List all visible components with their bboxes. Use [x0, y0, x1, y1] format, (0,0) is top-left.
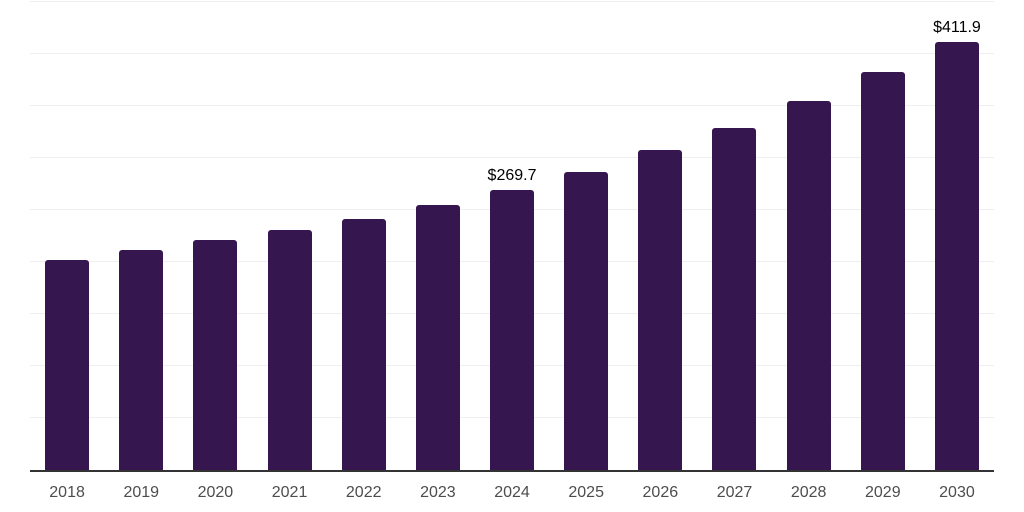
bar-slot-2026: [623, 2, 697, 470]
bars-container: $269.7 $411.9: [30, 2, 994, 470]
x-tick-2020: 2020: [197, 484, 234, 501]
gridline-400: [30, 53, 994, 54]
x-tick-2023: 2023: [420, 484, 456, 501]
bar-2019[interactable]: [119, 250, 164, 470]
x-tick-2019: 2019: [123, 484, 160, 501]
bar-slot-2025: [549, 2, 623, 470]
x-tick-2028: 2028: [790, 484, 827, 501]
bar-slot-2018: [30, 2, 104, 470]
x-tick-2025: 2025: [568, 484, 604, 501]
bar-2021[interactable]: [267, 230, 312, 470]
bar-slot-2020: [178, 2, 252, 470]
gridline-300: [30, 157, 994, 158]
x-tick-2021: 2021: [271, 484, 308, 501]
gridline-450: [30, 1, 994, 2]
bar-slot-2022: [327, 2, 401, 470]
value-label-2024: $269.7: [487, 166, 537, 184]
x-axis: 2018 2019 2020 2021 2022 2023 2024 2025 2026 2027…: [30, 484, 994, 502]
bar-2026[interactable]: [638, 149, 683, 470]
bar-slot-2023: [401, 2, 475, 470]
value-label-2030: $411.9: [933, 18, 981, 36]
bar-2020[interactable]: [193, 240, 238, 470]
bar-2030[interactable]: [934, 41, 979, 470]
x-tick-2022: 2022: [345, 484, 382, 501]
bar-2025[interactable]: [564, 171, 609, 470]
x-tick-2026: 2026: [642, 484, 679, 501]
bar-slot-2027: [697, 2, 771, 470]
bar-2024[interactable]: [490, 189, 535, 470]
bar-slot-2030: $411.9: [920, 2, 994, 470]
plot-area: $269.7 $411.9: [30, 1, 994, 472]
bar-2028[interactable]: [786, 101, 831, 470]
bar-slot-2019: [104, 2, 178, 470]
bar-slot-2028: [772, 2, 846, 470]
x-tick-2027: 2027: [716, 484, 753, 501]
bar-2023[interactable]: [415, 204, 460, 470]
x-tick-2024: 2024: [494, 484, 530, 501]
bar-2022[interactable]: [341, 218, 386, 470]
bar-slot-2029: [846, 2, 920, 470]
bar-2027[interactable]: [712, 127, 757, 470]
bar-slot-2021: [252, 2, 326, 470]
x-tick-2029: 2029: [865, 484, 901, 501]
x-tick-2030: 2030: [939, 484, 975, 501]
bar-2018[interactable]: [45, 259, 90, 470]
bar-slot-2024: $269.7: [475, 2, 549, 470]
x-tick-2018: 2018: [49, 484, 85, 501]
gridline-350: [30, 105, 994, 106]
bar-2029[interactable]: [860, 72, 905, 470]
